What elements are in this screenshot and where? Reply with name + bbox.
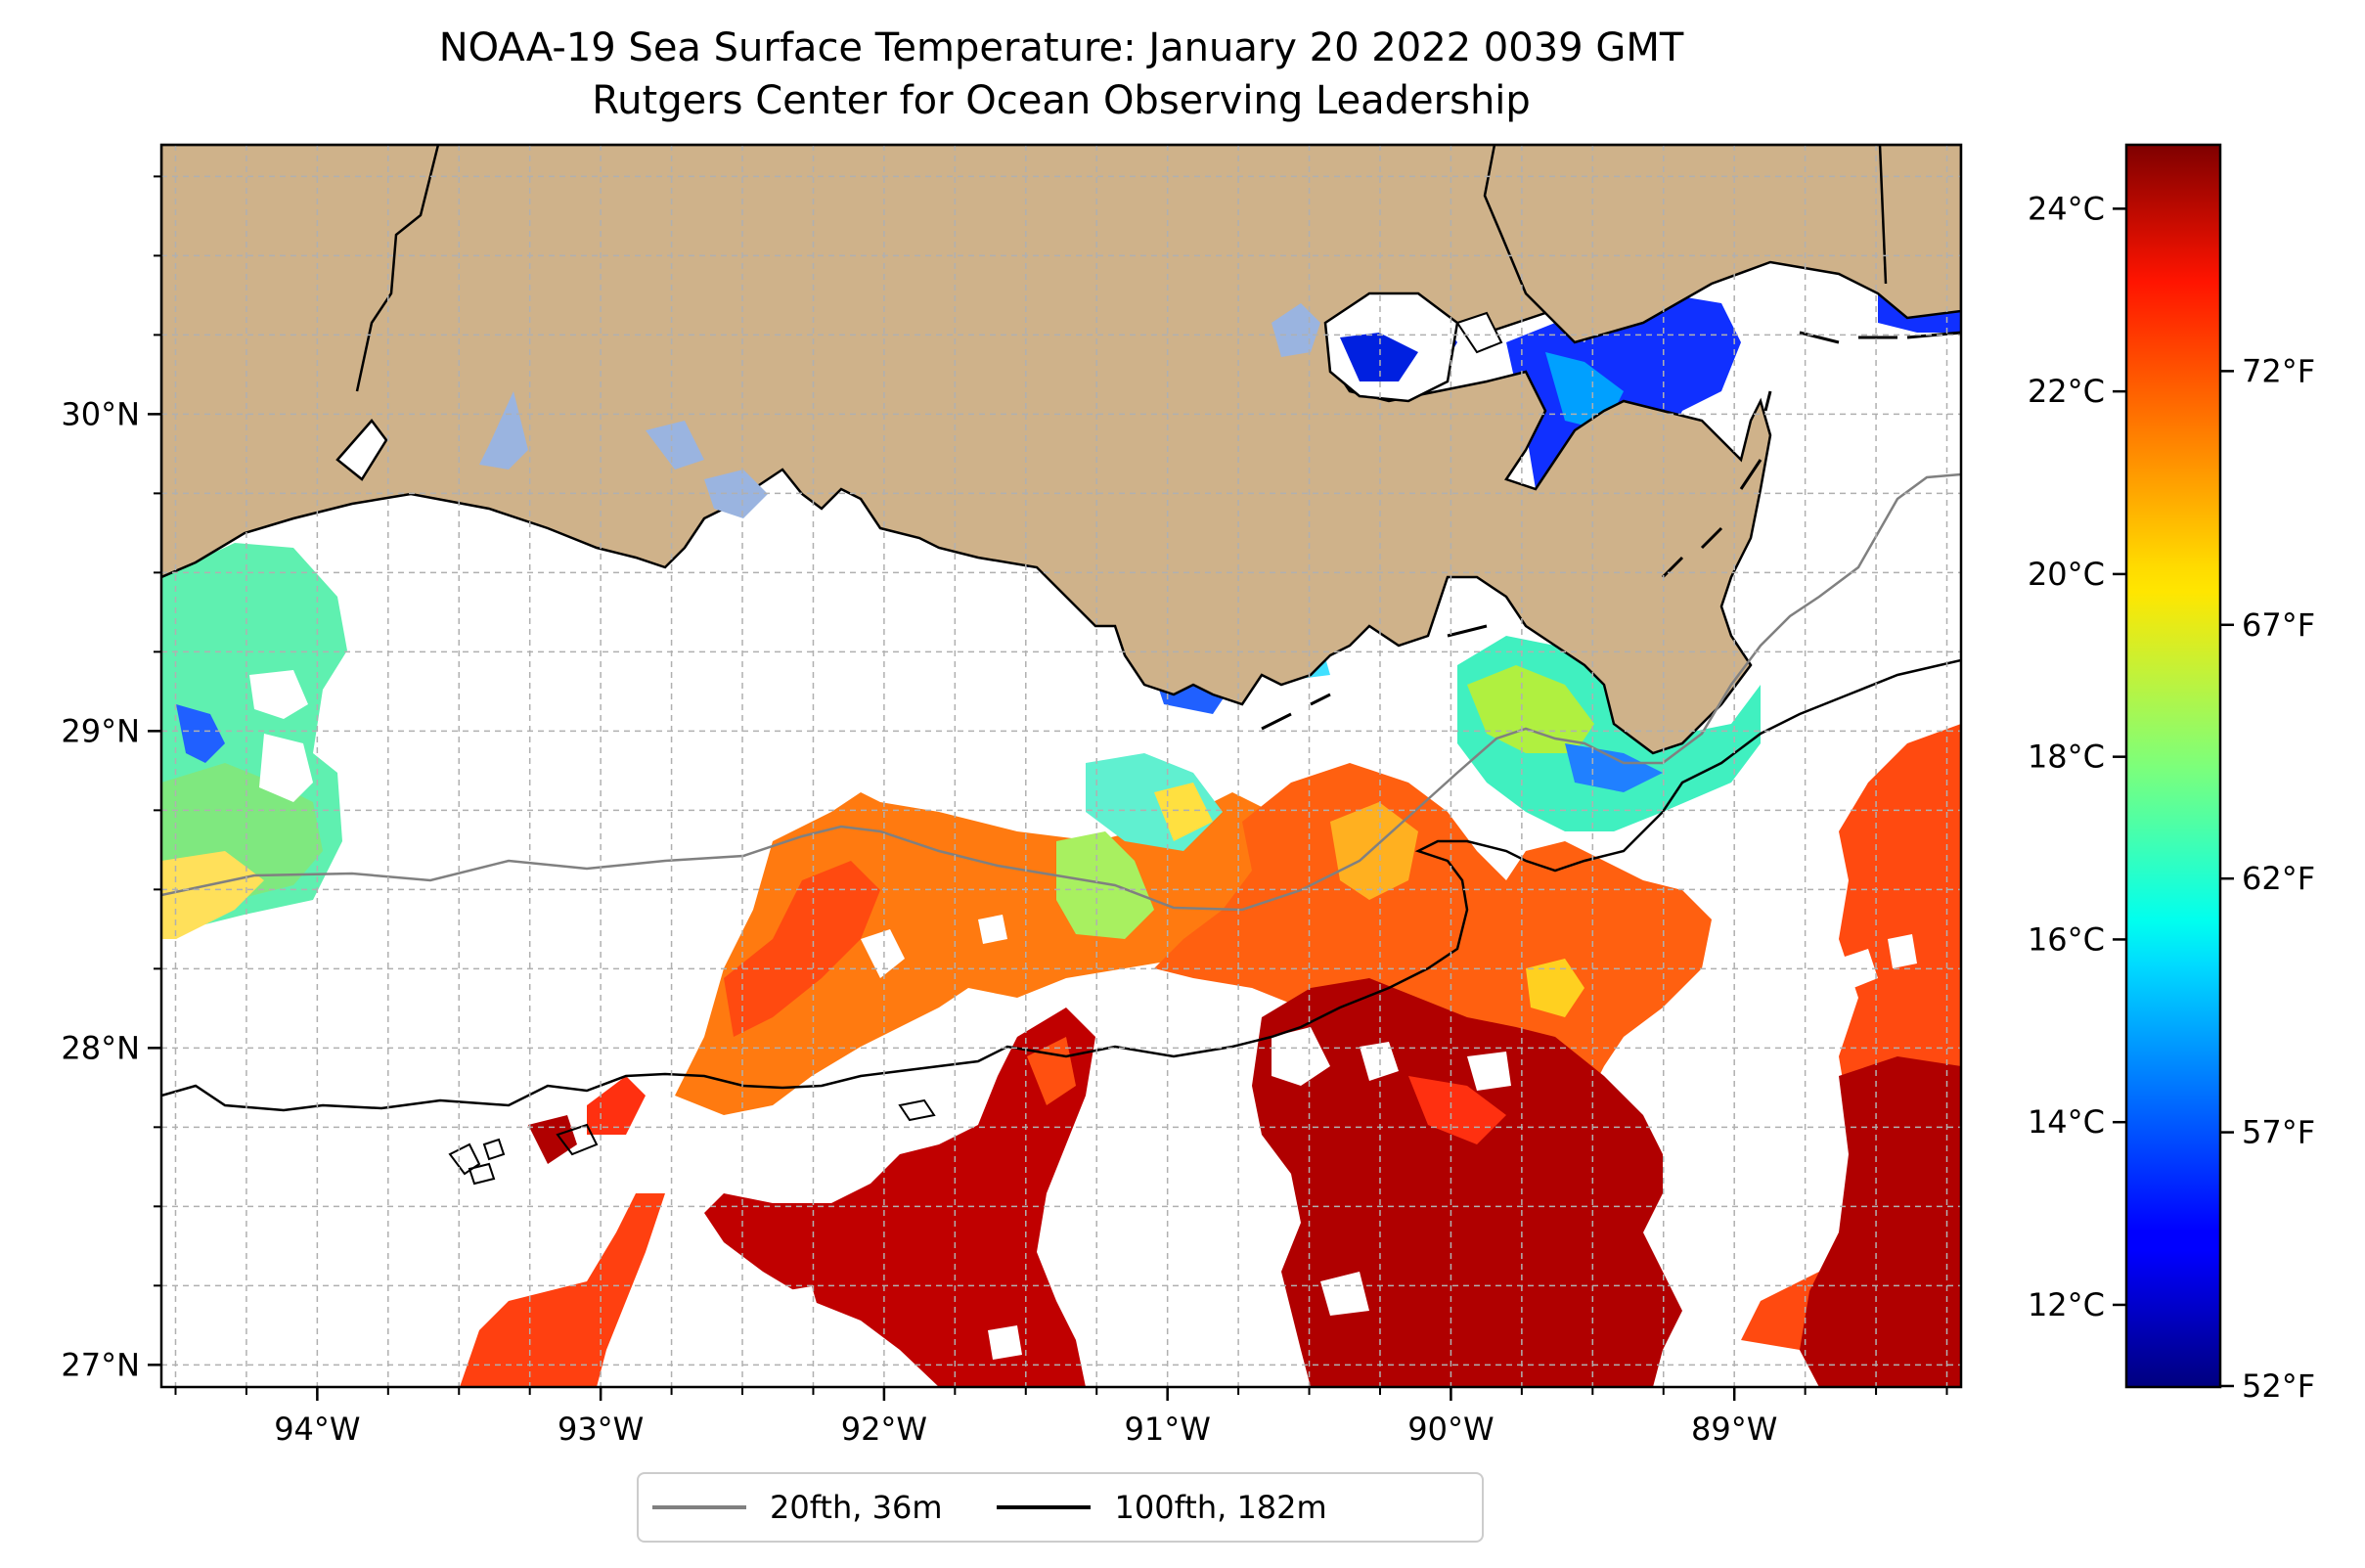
celsius-tick-label: 20°C — [2028, 556, 2105, 593]
map-title: NOAA-19 Sea Surface Temperature: January… — [438, 25, 1684, 70]
celsius-tick-label: 18°C — [2028, 739, 2105, 776]
map-subtitle: Rutgers Center for Ocean Observing Leade… — [592, 78, 1531, 123]
lon-tick-label: 93°W — [558, 1411, 644, 1448]
contour-20fth-36m — [161, 472, 1961, 912]
barrier-islands — [1261, 331, 1961, 731]
lat-tick-label: 27°N — [61, 1346, 140, 1383]
lat-tick-label: 30°N — [61, 395, 140, 432]
map-panel — [161, 145, 1961, 1387]
legend-swatch-100fth — [997, 1505, 1092, 1509]
legend-swatch-20fth — [652, 1505, 746, 1509]
lon-tick-label: 92°W — [841, 1411, 927, 1448]
map-frame — [159, 143, 1963, 1389]
celsius-tick-label: 14°C — [2028, 1103, 2105, 1141]
fahrenheit-tick-label: 52°F — [2242, 1367, 2315, 1405]
legend-item-20fth: 20fth, 36m — [652, 1489, 942, 1526]
legend-label-100fth: 100fth, 182m — [1114, 1489, 1327, 1526]
lat-tick-label: 29°N — [61, 712, 140, 749]
lake — [1455, 311, 1503, 354]
lon-tick-label: 89°W — [1691, 1411, 1777, 1448]
legend-item-100fth: 100fth, 182m — [997, 1489, 1327, 1526]
fahrenheit-tick-label: 57°F — [2242, 1114, 2315, 1151]
celsius-tick-label: 16°C — [2028, 920, 2105, 958]
fahrenheit-tick-label: 67°F — [2242, 606, 2315, 644]
lake — [646, 421, 704, 470]
celsius-tick-label: 24°C — [2028, 190, 2105, 227]
colorbar-ticks: 12°C 14°C 16°C 18°C 20°C 22°C 24°C 52°F 57°F 62°F… — [2028, 190, 2315, 1405]
colorbar — [2124, 143, 2222, 1389]
state-border — [1483, 145, 1546, 314]
contour-islands — [448, 1098, 936, 1186]
fahrenheit-tick-label: 72°F — [2242, 352, 2315, 389]
contour-legend: 20fth, 36m 100fth, 182m — [637, 1472, 1484, 1543]
celsius-tick-label: 22°C — [2028, 373, 2105, 410]
map-axes: 94°W 93°W 92°W 91°W 90°W 89°W 27°N 28°N 29°N 30°N — [61, 175, 1948, 1448]
lake-calcasieu — [335, 419, 388, 481]
lake — [1272, 303, 1320, 357]
legend-label-20fth: 20fth, 36m — [770, 1489, 943, 1526]
fahrenheit-tick-label: 62°F — [2242, 860, 2315, 897]
lake-temperature — [1340, 333, 1418, 381]
map-gridlines — [161, 145, 1961, 1387]
celsius-tick-label: 12°C — [2028, 1286, 2105, 1323]
lon-tick-label: 94°W — [274, 1411, 360, 1448]
lat-tick-label: 28°N — [61, 1029, 140, 1066]
lon-tick-label: 90°W — [1407, 1411, 1494, 1448]
contour-100fth-182m — [161, 658, 1961, 1112]
lon-tick-label: 91°W — [1124, 1411, 1210, 1448]
lake — [479, 391, 528, 470]
state-border — [1878, 145, 1888, 285]
